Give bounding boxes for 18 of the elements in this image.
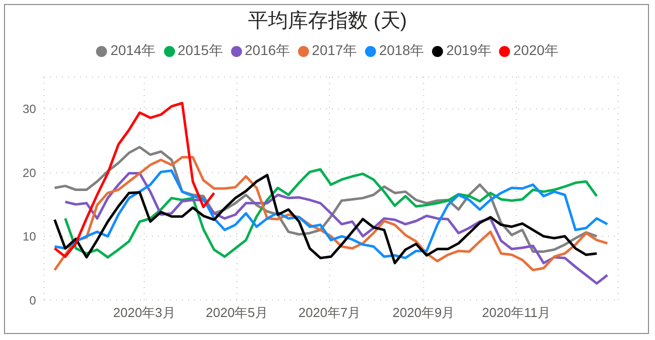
legend-label: 2019年 [446,42,492,60]
legend-label: 2016年 [244,42,290,60]
legend-label: 2017年 [312,42,358,60]
legend-label: 2014年 [110,42,156,60]
x-tick-label: 2020年5月 [206,305,268,320]
y-tick-label: 10 [22,230,36,244]
x-tick-label: 2020年9月 [392,305,455,320]
x-tick-label: 2020年11月 [482,305,550,320]
legend-label: 2020年 [513,42,559,60]
y-tick-label: 20 [22,166,36,180]
legend-label: 2018年 [379,42,424,60]
line-series [53,102,216,258]
y-tick-label: 30 [22,102,36,116]
legend-label: 2015年 [178,42,223,60]
x-tick-label: 2020年3月 [113,305,176,320]
x-tick-label: 2020年7月 [298,305,361,320]
y-tick-label: 0 [29,293,36,308]
chart-title: 平均库存指数 (天) [247,9,408,34]
